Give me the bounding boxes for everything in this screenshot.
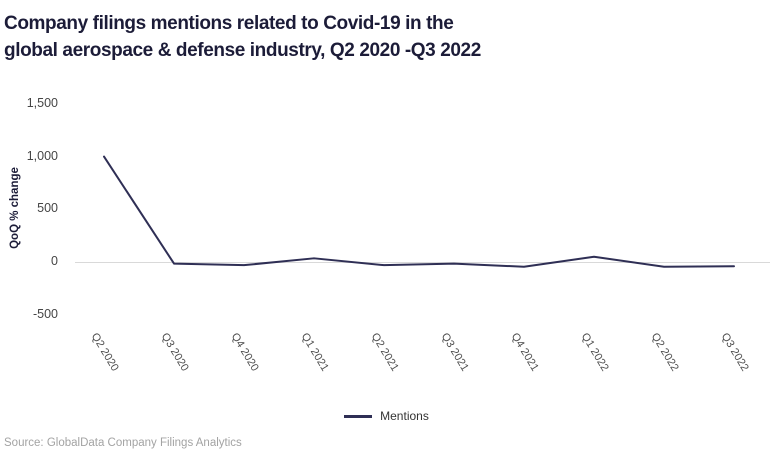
x-tick-label: Q3 2022 (718, 331, 751, 374)
legend: Mentions (0, 407, 773, 425)
x-tick-label: Q4 2021 (508, 331, 541, 374)
x-tick-label: Q2 2022 (648, 331, 681, 374)
x-tick-label: Q2 2020 (88, 331, 121, 374)
y-tick-label: 1,500 (26, 95, 58, 110)
x-tick-label: Q4 2020 (228, 331, 261, 374)
y-tick-label: 500 (37, 201, 58, 216)
x-tick-label: Q2 2021 (368, 331, 401, 374)
x-tick-label: Q1 2022 (578, 331, 611, 374)
legend-line-swatch (344, 414, 373, 418)
y-tick-label: -500 (32, 306, 58, 321)
chart-title-line1: Company filings mentions related to Covi… (4, 13, 454, 34)
y-tick-label: 0 (51, 254, 58, 268)
zero-gridline (75, 262, 770, 263)
y-tick-label: 1,000 (26, 148, 58, 163)
x-tick-label: Q1 2021 (298, 331, 331, 374)
x-tick-label: Q3 2021 (438, 331, 471, 374)
chart-title: Company filings mentions related to Covi… (4, 10, 481, 64)
legend-label: Mentions (380, 409, 429, 423)
source-text: Source: GlobalData Company Filings Analy… (4, 437, 242, 449)
chart-title-line2: global aerospace & defense industry, Q2 … (4, 40, 481, 61)
x-tick-label: Q3 2020 (158, 331, 191, 374)
mentions-line (103, 155, 735, 268)
